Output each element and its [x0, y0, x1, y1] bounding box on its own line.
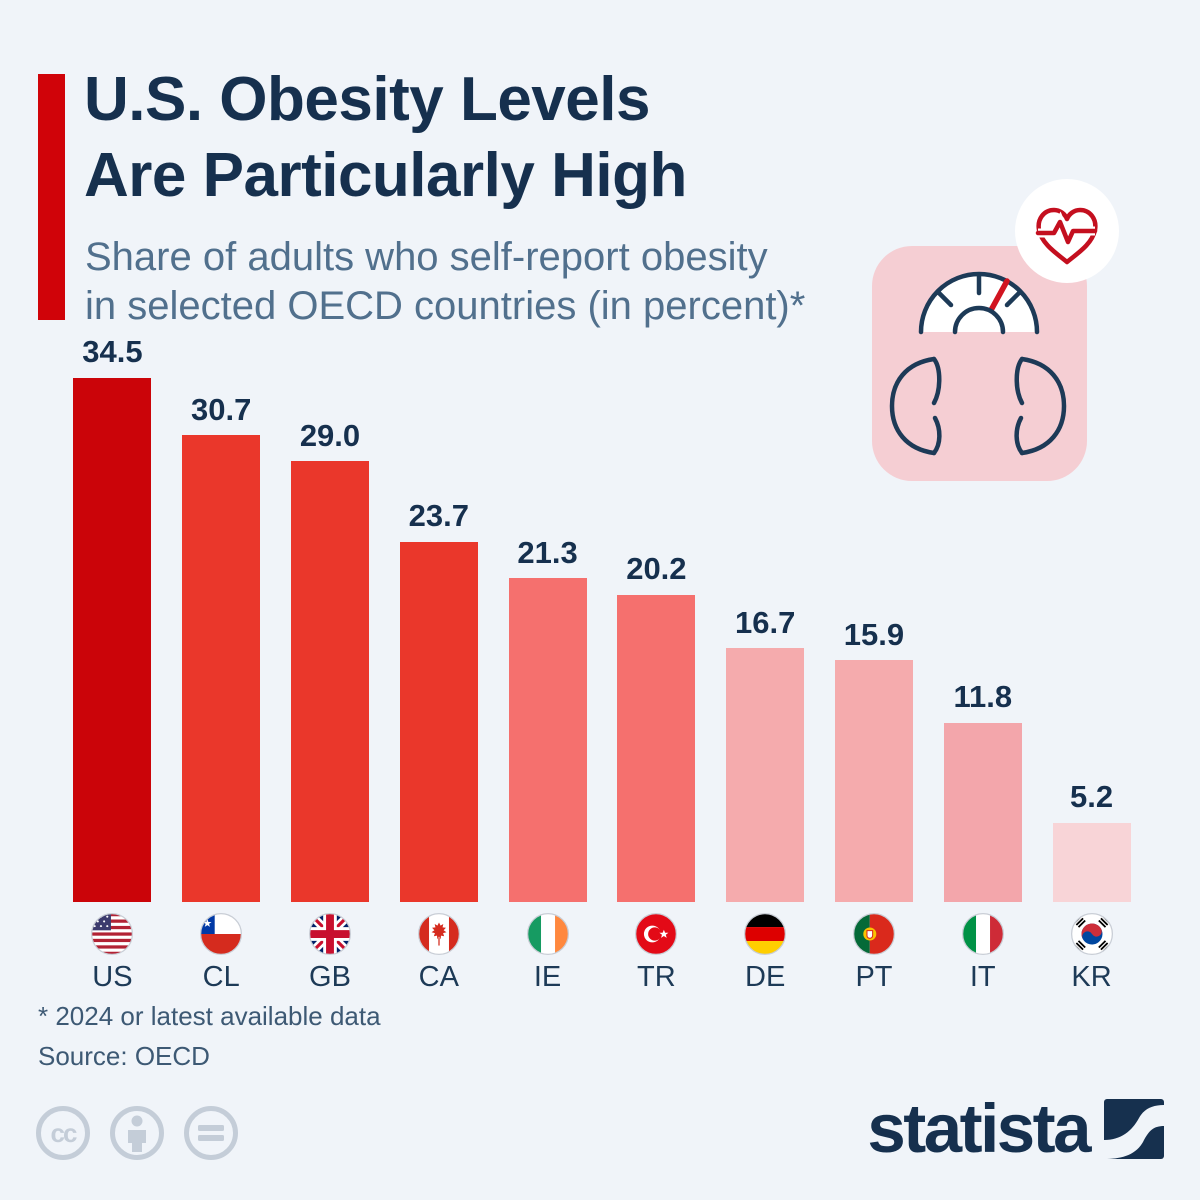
bar-value-label: 21.3 [517, 534, 578, 570]
bar-kr [1052, 823, 1131, 902]
heart-pulse-icon [1015, 179, 1119, 283]
country-code-label: CL [202, 961, 240, 993]
bar-column-it: 11.8 IT [928, 679, 1037, 994]
country-code-label: GB [309, 961, 351, 993]
bar-it [943, 722, 1022, 902]
title-accent-bar [38, 74, 65, 320]
cc-icon: cc [36, 1106, 90, 1160]
bar-value-label: 23.7 [408, 498, 469, 534]
cl-flag-icon [200, 913, 243, 955]
country-code-label: TR [637, 961, 676, 993]
bar-column-cl: 30.7 CL [167, 392, 276, 994]
tr-flag-icon [635, 913, 678, 955]
bar-de [726, 648, 805, 902]
footnote: * 2024 or latest available data [38, 1001, 381, 1031]
bar-ca [399, 541, 478, 902]
country-code-label: IT [969, 961, 996, 993]
statista-logo-mark [1104, 1098, 1164, 1159]
statista-wordmark: statista [867, 1090, 1091, 1167]
nd-no-derivatives-icon [184, 1106, 238, 1160]
bar-value-label: 15.9 [843, 616, 905, 652]
bar-value-label: 20.2 [626, 551, 687, 587]
bar-column-ca: 23.7 CA [384, 498, 493, 994]
gb-flag-icon [308, 913, 351, 955]
country-code-label: DE [745, 961, 786, 993]
subtitle-line-1: Share of adults who self-report obesity [85, 235, 768, 279]
country-code-label: IE [533, 961, 562, 993]
bar-column-pt: 15.9 PT [820, 617, 929, 994]
svg-text:cc: cc [51, 1118, 77, 1148]
scale-right-foot [1014, 356, 1067, 456]
title-line-2: Are Particularly High [84, 140, 687, 210]
bar-value-label: 16.7 [735, 604, 796, 640]
page-subtitle: Share of adults who self-report obesity … [85, 233, 805, 331]
title-line-1: U.S. Obesity Levels [84, 65, 650, 134]
dial-needle [987, 278, 1010, 315]
bar-value-label: 29.0 [299, 417, 361, 453]
us-flag-icon [91, 913, 134, 955]
license-icons: cc [34, 1102, 266, 1169]
ie-flag-icon [526, 913, 569, 955]
bar-column-us: 34.5 US [58, 334, 167, 994]
bar-cl [182, 435, 261, 902]
bar-gb [290, 461, 369, 902]
it-flag-icon [961, 913, 1004, 955]
bar-tr [617, 595, 696, 902]
scale-illustration [862, 176, 1132, 493]
by-attribution-icon [110, 1106, 164, 1160]
bar-value-label: 30.7 [191, 391, 252, 427]
source: Source: OECD [38, 1041, 210, 1071]
country-code-label: PT [855, 961, 893, 993]
dial-inner-dome [952, 305, 1006, 335]
statista-logo: statista [867, 1094, 1164, 1163]
pt-flag-icon [852, 913, 895, 955]
de-flag-icon [744, 913, 787, 955]
ca-flag-icon [417, 913, 460, 955]
subtitle-line-2: in selected OECD countries (in percent)* [85, 283, 806, 328]
bar-ie [508, 578, 587, 902]
bar-us [73, 377, 152, 902]
bar-column-ie: 21.3 IE [493, 535, 602, 994]
country-code-label: KR [1071, 961, 1112, 993]
bar-pt [834, 660, 913, 902]
country-code-label: US [92, 961, 133, 993]
bar-value-label: 11.8 [953, 678, 1013, 714]
page-title: U.S. Obesity Levels Are Particularly Hig… [84, 62, 687, 213]
bar-column-kr: 5.2 KR [1037, 779, 1146, 994]
scale-left-foot [889, 356, 942, 456]
country-code-label: CA [418, 961, 459, 993]
kr-flag-icon [1070, 913, 1113, 955]
bar-column-tr: 20.2 TR [602, 551, 711, 994]
scale-dial [921, 274, 1037, 332]
bar-chart: 34.5 US 30.7 CL 29.0 GB 23.7 CA 21.3 IE 20.2 TR 16.7… [58, 334, 1146, 994]
bar-column-de: 16.7 DE [711, 605, 820, 994]
bar-column-gb: 29.0 GB [276, 418, 385, 994]
bar-value-label: 34.5 [82, 333, 143, 369]
bar-value-label: 5.2 [1070, 779, 1114, 815]
